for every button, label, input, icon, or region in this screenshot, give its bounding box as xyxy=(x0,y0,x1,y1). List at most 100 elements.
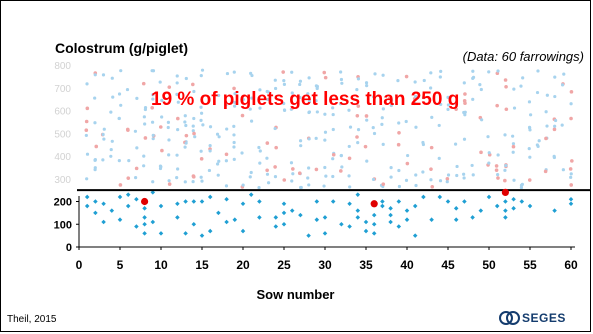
x-tick-label: 0 xyxy=(76,258,83,272)
faded-point xyxy=(167,138,171,142)
faded-point xyxy=(511,144,516,149)
faded-point xyxy=(290,70,294,74)
faded-point xyxy=(193,135,197,139)
data-point xyxy=(363,228,369,234)
data-point xyxy=(134,196,139,202)
faded-point xyxy=(404,119,408,124)
faded-point xyxy=(151,97,155,101)
y-tick-faded: 400 xyxy=(54,152,71,163)
faded-point xyxy=(544,136,548,141)
x-tick-label: 5 xyxy=(117,258,124,272)
data-point xyxy=(142,206,147,211)
data-point xyxy=(404,208,410,213)
faded-point xyxy=(487,161,491,165)
faded-point xyxy=(117,116,121,120)
faded-point xyxy=(553,124,557,128)
faded-point xyxy=(512,87,516,91)
faded-point xyxy=(208,149,212,153)
faded-point xyxy=(503,78,508,82)
x-tick-label: 60 xyxy=(564,258,578,272)
seges-logo: SEGES xyxy=(499,310,566,326)
data-point xyxy=(298,212,303,218)
faded-point xyxy=(241,183,245,187)
faded-point xyxy=(331,106,335,110)
faded-point xyxy=(225,71,230,76)
faded-point xyxy=(282,101,286,106)
data-point xyxy=(125,203,131,209)
faded-point xyxy=(101,73,106,77)
faded-point xyxy=(552,127,557,132)
faded-point xyxy=(503,168,507,172)
faded-point xyxy=(536,69,540,73)
faded-point xyxy=(347,174,351,178)
faded-point xyxy=(429,167,433,171)
data-point xyxy=(478,208,484,213)
chart-title: Colostrum (g/piglet) xyxy=(55,40,188,56)
faded-point xyxy=(322,70,327,75)
faded-point xyxy=(355,87,359,92)
data-point xyxy=(257,215,262,220)
data-point xyxy=(150,219,156,225)
faded-point xyxy=(365,84,369,88)
faded-point xyxy=(339,169,343,173)
faded-point xyxy=(160,148,164,153)
faded-point xyxy=(150,105,155,110)
data-point xyxy=(511,196,516,202)
faded-point xyxy=(225,127,229,131)
faded-point xyxy=(217,159,221,163)
data-point xyxy=(396,224,402,229)
faded-point xyxy=(158,166,163,171)
faded-point xyxy=(339,153,343,158)
faded-point xyxy=(307,110,311,115)
faded-point xyxy=(306,92,310,96)
faded-point xyxy=(273,126,277,131)
faded-point xyxy=(232,133,236,137)
faded-point xyxy=(355,113,360,118)
faded-point xyxy=(183,180,187,184)
faded-point xyxy=(232,100,237,104)
faded-point xyxy=(257,186,261,190)
faded-point xyxy=(241,97,245,102)
faded-point xyxy=(191,174,196,178)
faded-point xyxy=(151,137,155,141)
data-point xyxy=(224,196,229,202)
faded-point xyxy=(494,164,499,168)
faded-point xyxy=(118,183,123,187)
faded-point xyxy=(372,131,377,136)
faded-point xyxy=(199,157,204,161)
data-point xyxy=(511,206,516,211)
faded-point xyxy=(258,88,262,92)
faded-point xyxy=(249,170,253,175)
faded-point xyxy=(487,70,491,74)
faded-point xyxy=(158,125,163,129)
faded-point xyxy=(553,75,557,79)
faded-point xyxy=(453,142,458,146)
faded-point xyxy=(93,158,97,162)
data-point xyxy=(380,203,385,209)
faded-point xyxy=(307,166,311,170)
y-tick-label: 0 xyxy=(66,242,72,254)
data-point xyxy=(207,194,213,200)
faded-point xyxy=(322,184,326,188)
faded-point xyxy=(421,170,425,174)
faded-point xyxy=(494,168,499,172)
x-tick-label: 25 xyxy=(277,258,291,272)
data-point xyxy=(503,208,508,213)
data-point xyxy=(142,231,147,236)
faded-point xyxy=(512,178,516,182)
faded-point xyxy=(297,171,302,176)
faded-point xyxy=(175,92,179,96)
x-axis-label: Sow number xyxy=(256,287,335,302)
faded-point xyxy=(200,179,204,183)
faded-point xyxy=(299,144,303,148)
faded-point xyxy=(208,125,213,129)
faded-point xyxy=(479,87,483,92)
data-point xyxy=(183,231,188,236)
faded-point xyxy=(167,153,171,157)
faded-point xyxy=(290,91,294,95)
data-point xyxy=(347,201,352,207)
data-point xyxy=(355,215,361,220)
faded-point xyxy=(537,139,541,143)
faded-point xyxy=(298,139,303,143)
faded-point xyxy=(240,113,245,118)
